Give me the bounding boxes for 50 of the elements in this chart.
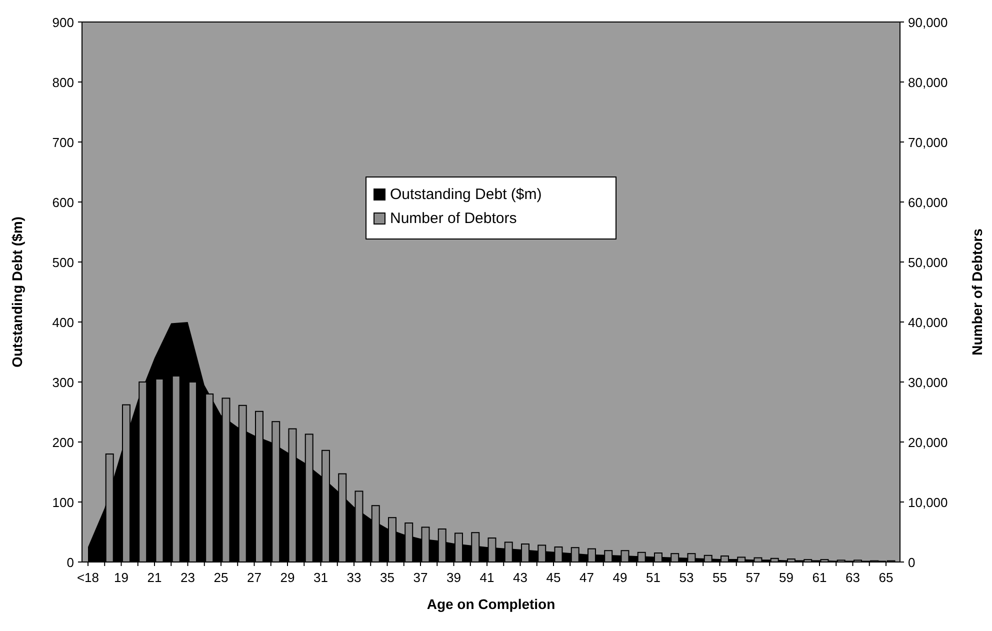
y-tick-label: 200	[52, 435, 74, 450]
x-tick-label: <18	[76, 570, 100, 585]
y-tick-label: 900	[52, 15, 74, 30]
x-tick-label: 65	[878, 570, 894, 585]
x-tick-label: 27	[247, 570, 262, 585]
x-axis-title: Age on Completion	[426, 596, 556, 612]
x-tick-label: 29	[280, 570, 295, 585]
x-tick-label: 61	[812, 570, 827, 585]
x-tick-label: 39	[446, 570, 461, 585]
y2-tick-label: 90,000	[908, 15, 948, 30]
y-tick-label: 0	[66, 555, 74, 570]
y-axis-title: Outstanding Debt ($m)	[9, 216, 25, 368]
x-tick-label: 47	[580, 570, 594, 585]
x-tick-label: 55	[712, 570, 727, 585]
y2-tick-label: 30,000	[908, 375, 948, 390]
x-tick-label: 33	[346, 570, 362, 585]
x-tick-label: 59	[779, 570, 794, 585]
x-tick-label: 51	[646, 570, 660, 585]
x-tick-label: 57	[746, 570, 760, 585]
y-tick-label: 500	[52, 255, 74, 270]
x-tick-label: 63	[846, 570, 860, 585]
y2-tick-label: 10,000	[908, 495, 948, 510]
x-tick-label: 43	[513, 570, 528, 585]
y2-tick-label: 60,000	[908, 195, 948, 210]
y2-tick-label: 50,000	[908, 255, 948, 270]
x-tick-label: 53	[679, 570, 694, 585]
y2-axis-title: Number of Debtors	[969, 228, 985, 356]
y-tick-label: 800	[52, 75, 74, 90]
y2-tick-label: 20,000	[908, 435, 948, 450]
x-tick-label: 23	[180, 570, 195, 585]
y-tick-label: 400	[52, 315, 74, 330]
y-tick-label: 300	[52, 375, 74, 390]
y2-tick-label: 40,000	[908, 315, 948, 330]
y2-tick-label: 70,000	[908, 135, 948, 150]
y2-tick-label: 0	[908, 555, 916, 570]
legend-label: Number of Debtors	[390, 210, 517, 227]
x-tick-label: 31	[314, 570, 328, 585]
x-tick-label: 19	[114, 570, 128, 585]
x-tick-label: 25	[214, 570, 228, 585]
x-tick-label: 37	[413, 570, 428, 585]
x-tick-label: 49	[612, 570, 628, 585]
x-tick-label: 35	[380, 570, 394, 585]
y2-tick-label: 80,000	[908, 75, 948, 90]
x-tick-label: 41	[480, 570, 494, 585]
y-tick-label: 600	[52, 195, 74, 210]
x-tick-label: 45	[546, 570, 561, 585]
x-tick-label: 21	[147, 570, 162, 585]
y-tick-label: 100	[52, 495, 74, 510]
y-tick-label: 700	[52, 135, 74, 150]
legend-label: Outstanding Debt ($m)	[390, 186, 542, 203]
